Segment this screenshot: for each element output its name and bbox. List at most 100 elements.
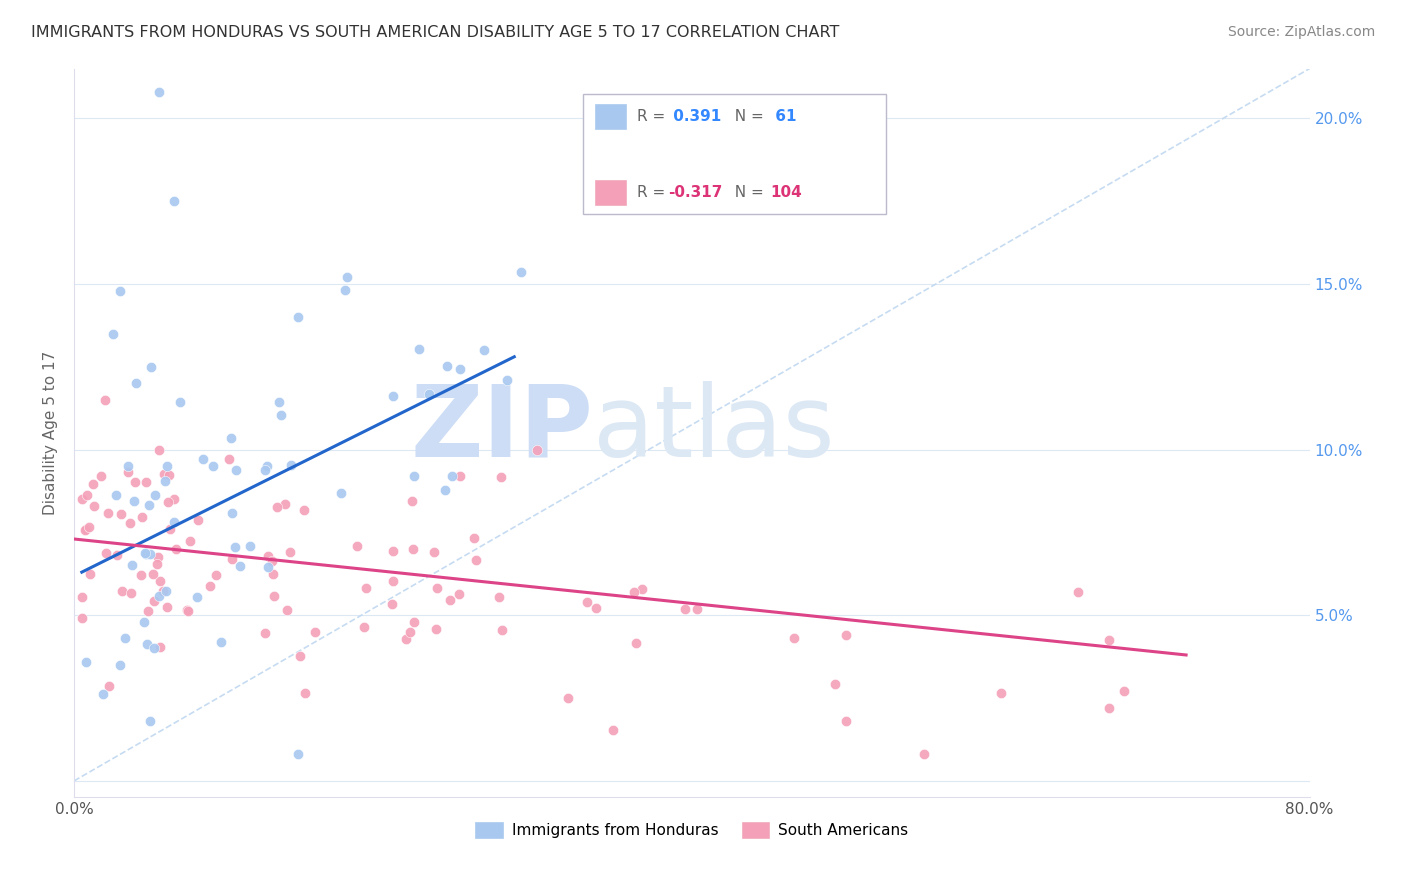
Point (205, 567, 228, 582)
Point (464, 553, 486, 567)
Point (401, 494, 423, 508)
Point (557, 691, 579, 706)
Text: N =: N = (725, 186, 769, 200)
Point (143, 488, 166, 502)
Point (287, 310, 309, 324)
Point (602, 723, 624, 737)
Point (333, 283, 356, 297)
Point (105, 548, 128, 562)
Point (75, 655, 97, 669)
Point (120, 585, 142, 599)
Point (77, 520, 100, 534)
Point (835, 714, 858, 729)
Point (152, 583, 174, 598)
Point (124, 475, 146, 490)
Point (70, 491, 93, 506)
Point (191, 452, 214, 467)
Point (346, 539, 368, 553)
Point (426, 581, 449, 595)
Point (125, 376, 148, 391)
Point (439, 592, 461, 607)
Point (82, 477, 104, 491)
Point (163, 492, 186, 507)
Point (425, 622, 447, 636)
Point (187, 513, 209, 527)
Point (447, 587, 470, 601)
Point (121, 558, 143, 573)
Point (673, 602, 696, 616)
Point (382, 389, 405, 403)
Point (70, 590, 93, 604)
Point (122, 493, 145, 508)
Point (148, 589, 170, 603)
Point (209, 634, 232, 648)
Point (159, 522, 181, 536)
Point (104, 488, 127, 502)
Point (97, 506, 120, 520)
Point (129, 568, 152, 582)
Point (686, 601, 709, 615)
Point (132, 615, 155, 629)
Text: 0.391: 0.391 (668, 110, 721, 124)
Point (101, 326, 124, 341)
Point (141, 359, 163, 374)
Point (575, 595, 598, 609)
Point (146, 550, 169, 565)
Point (117, 459, 139, 474)
Text: atlas: atlas (593, 381, 835, 478)
Point (783, 631, 806, 645)
Point (135, 475, 157, 490)
Point (262, 567, 284, 582)
Point (179, 533, 201, 548)
Point (131, 510, 153, 524)
Point (382, 574, 405, 589)
Point (287, 747, 309, 762)
Point (146, 557, 169, 571)
Point (94, 392, 117, 407)
Point (136, 604, 159, 618)
Point (912, 747, 935, 762)
Point (219, 431, 242, 445)
Point (79, 566, 101, 581)
Point (585, 601, 607, 615)
Point (266, 500, 288, 514)
Point (408, 342, 430, 356)
Point (441, 469, 464, 483)
Point (148, 85, 170, 99)
Point (155, 583, 177, 598)
Point (114, 631, 136, 645)
Point (83, 499, 105, 513)
Point (276, 603, 298, 617)
Text: ZIP: ZIP (411, 381, 593, 478)
Text: 61: 61 (770, 110, 797, 124)
Point (118, 516, 141, 530)
Point (329, 486, 352, 500)
Point (263, 589, 285, 603)
Point (239, 539, 262, 553)
Point (149, 640, 172, 655)
Point (489, 470, 512, 484)
Point (294, 686, 316, 700)
Point (96, 546, 118, 560)
Point (202, 459, 225, 474)
Point (304, 625, 326, 640)
Point (526, 442, 548, 457)
Point (97, 679, 120, 693)
Point (269, 394, 291, 409)
Point (1067, 585, 1090, 599)
Point (1114, 684, 1136, 698)
Point (399, 624, 422, 639)
Point (111, 583, 134, 598)
Point (218, 452, 240, 467)
Point (395, 632, 418, 646)
Point (148, 442, 170, 457)
Point (138, 498, 160, 512)
Point (436, 359, 458, 373)
Point (433, 483, 456, 497)
Point (624, 636, 647, 650)
Text: -0.317: -0.317 (668, 186, 723, 200)
Point (148, 574, 170, 589)
Point (353, 620, 375, 634)
Point (404, 615, 426, 630)
Point (423, 545, 446, 559)
